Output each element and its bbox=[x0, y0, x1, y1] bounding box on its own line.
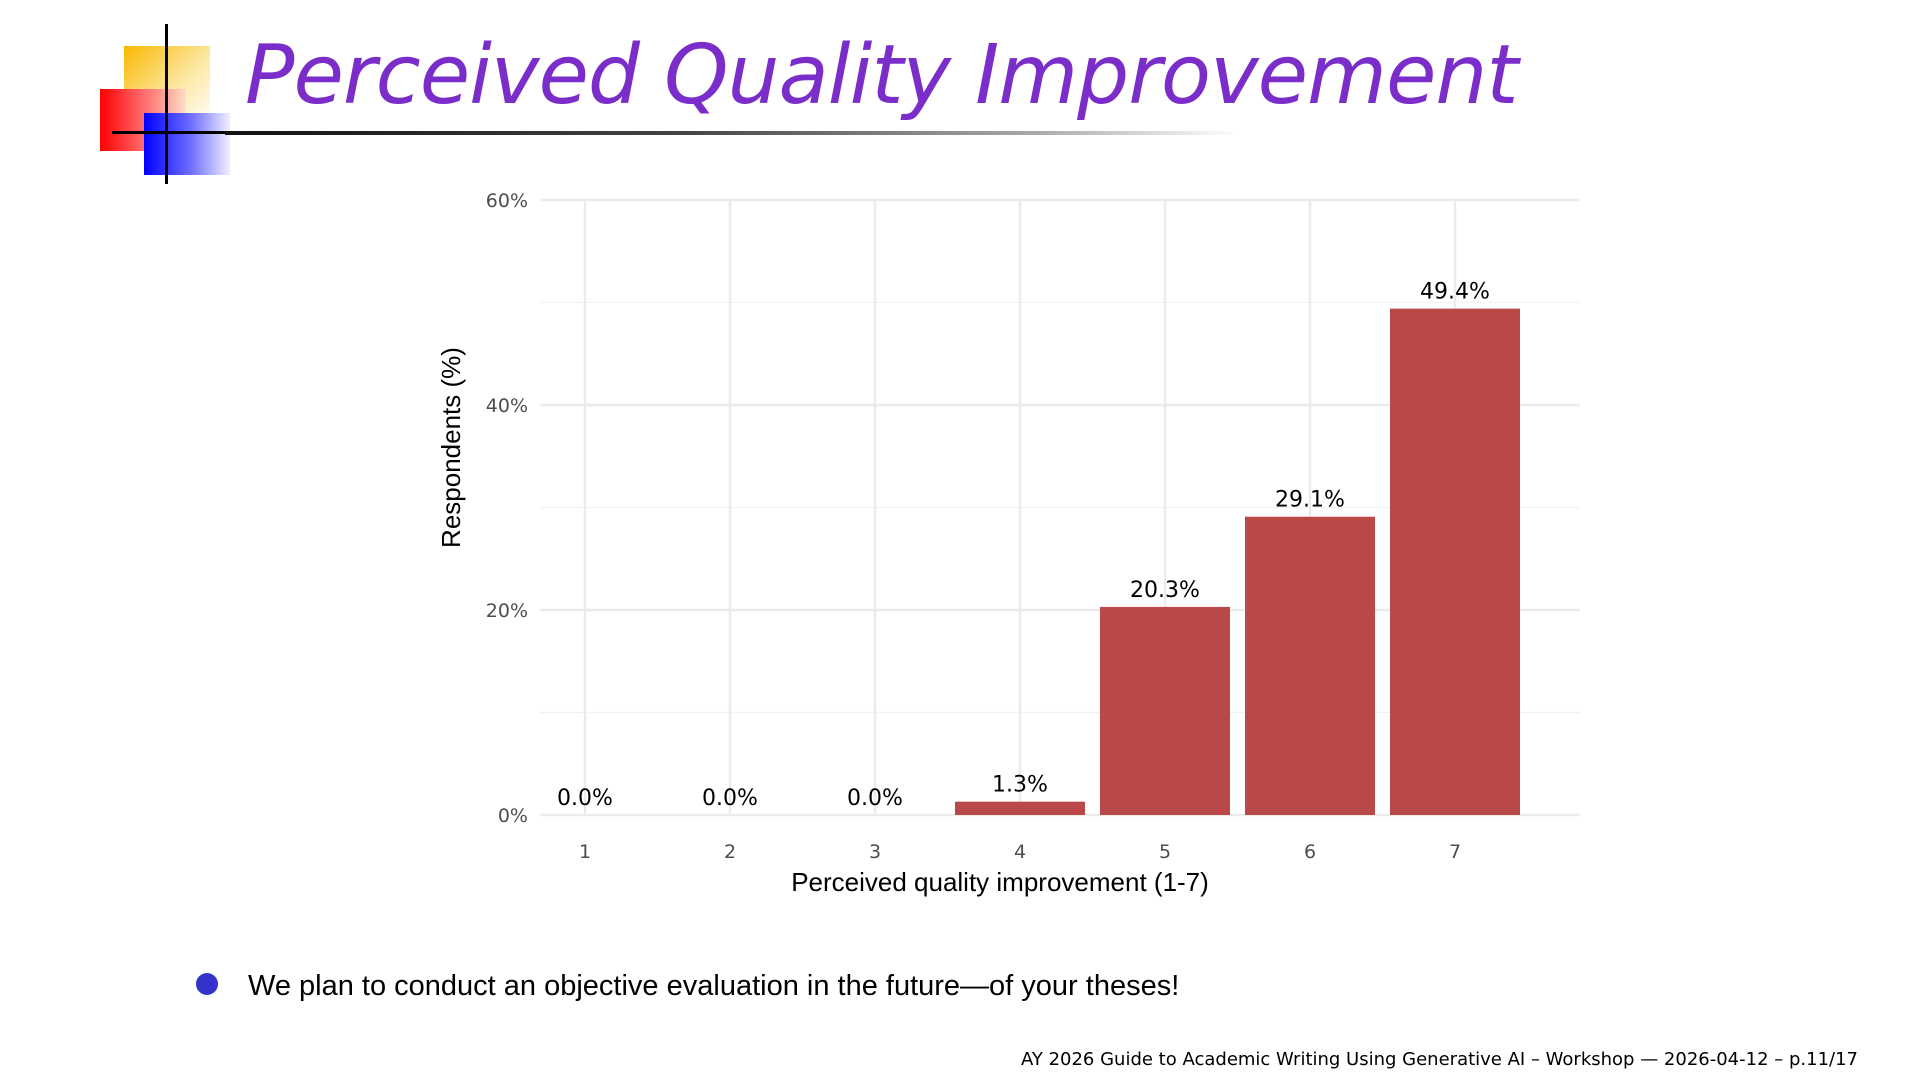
logo-blue-square bbox=[144, 113, 230, 175]
x-tick-label: 2 bbox=[724, 841, 736, 863]
bullet-dot-icon bbox=[196, 972, 218, 995]
x-tick-label: 4 bbox=[1014, 841, 1026, 863]
data-label: 29.1% bbox=[1275, 488, 1345, 513]
y-tick-label: 60% bbox=[486, 190, 528, 212]
logo-vertical-line bbox=[165, 24, 168, 184]
y-tick-label: 0% bbox=[498, 805, 528, 827]
x-tick-label: 1 bbox=[579, 841, 591, 863]
y-tick-label: 40% bbox=[486, 395, 528, 417]
bar-5 bbox=[1100, 606, 1230, 815]
slide-footer: AY 2026 Guide to Academic Writing Using … bbox=[1020, 1049, 1858, 1070]
bar-4 bbox=[955, 801, 1085, 815]
x-tick-label: 5 bbox=[1159, 841, 1171, 863]
x-tick-label: 7 bbox=[1449, 841, 1461, 863]
bullet-text: We plan to conduct an objective evaluati… bbox=[248, 970, 1180, 1002]
bullet-item: We plan to conduct an objective evaluati… bbox=[196, 970, 1179, 1003]
bar-6 bbox=[1245, 516, 1375, 815]
y-axis-label: Respondents (%) bbox=[436, 347, 466, 548]
data-label: 0.0% bbox=[557, 786, 613, 811]
title-underline bbox=[225, 131, 1240, 135]
x-tick-label: 6 bbox=[1304, 841, 1316, 863]
data-label: 1.3% bbox=[992, 773, 1048, 798]
x-tick-label: 3 bbox=[869, 841, 881, 863]
chart-svg: 0% 20% 40% 60% 0.0% 0.0% 0.0% 1.3% 20.3% 29.1% 49.… bbox=[436, 190, 1580, 897]
data-label: 49.4% bbox=[1420, 280, 1490, 305]
bar-chart: 0% 20% 40% 60% 0.0% 0.0% 0.0% 1.3% 20.3% 29.1% 49.… bbox=[420, 175, 1600, 925]
y-tick-label: 20% bbox=[486, 600, 528, 622]
slide-title: Perceived Quality Improvement bbox=[245, 28, 1519, 123]
logo-horizontal-line bbox=[112, 131, 240, 134]
decorative-logo bbox=[100, 24, 240, 184]
data-label: 20.3% bbox=[1130, 578, 1200, 603]
x-axis-label: Perceived quality improvement (1-7) bbox=[791, 867, 1209, 897]
data-label: 0.0% bbox=[847, 786, 903, 811]
bar-7 bbox=[1390, 308, 1520, 815]
data-label: 0.0% bbox=[702, 786, 758, 811]
